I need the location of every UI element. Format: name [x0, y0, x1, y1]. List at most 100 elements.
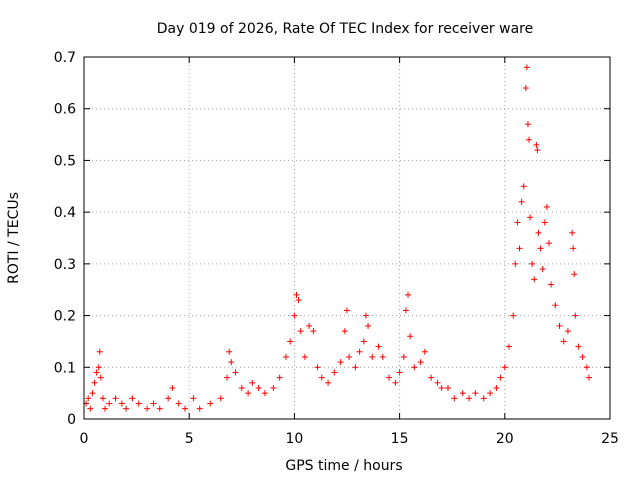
data-point	[548, 281, 555, 288]
data-point	[144, 405, 151, 412]
data-point	[181, 405, 188, 412]
data-point	[344, 307, 350, 314]
data-point	[497, 374, 504, 381]
data-point	[99, 395, 106, 402]
data-point	[522, 85, 529, 92]
data-point	[569, 229, 576, 236]
data-point	[224, 374, 231, 381]
data-point	[537, 245, 544, 252]
data-point	[232, 369, 239, 376]
data-point	[196, 405, 203, 412]
data-point	[226, 348, 233, 355]
x-axis-label: GPS time / hours	[285, 458, 402, 474]
data-point	[135, 400, 142, 407]
data-point	[396, 369, 403, 376]
data-point	[89, 390, 96, 397]
x-tick-label: 5	[185, 431, 194, 447]
y-axis-label: ROTI / TECUs	[6, 192, 22, 284]
y-tick-label: 0.4	[54, 205, 76, 221]
data-point	[466, 395, 473, 402]
data-point	[386, 374, 393, 381]
data-point	[352, 364, 359, 371]
data-point	[411, 364, 418, 371]
data-point	[375, 343, 382, 350]
data-point	[512, 260, 519, 267]
data-point	[261, 390, 268, 397]
data-point	[417, 359, 424, 366]
data-point	[518, 198, 525, 205]
data-point	[524, 121, 531, 128]
data-point	[501, 364, 508, 371]
data-point	[118, 400, 125, 407]
data-point	[535, 229, 542, 236]
data-point	[112, 395, 119, 402]
data-point	[531, 276, 538, 283]
data-point	[428, 374, 435, 381]
data-point	[525, 136, 532, 143]
data-point	[487, 390, 494, 397]
data-point	[560, 338, 567, 345]
data-point	[255, 384, 262, 391]
data-point	[362, 312, 369, 319]
data-point	[493, 384, 500, 391]
data-point	[325, 379, 332, 386]
data-point	[282, 353, 289, 360]
data-point	[585, 374, 592, 381]
data-point	[129, 395, 136, 402]
data-point	[276, 374, 283, 381]
data-point	[228, 359, 235, 366]
x-tick-label: 15	[391, 431, 409, 447]
data-point	[85, 395, 92, 402]
data-point	[533, 141, 540, 148]
data-point	[541, 219, 548, 226]
data-point	[571, 271, 578, 278]
data-point	[301, 353, 308, 360]
data-point	[150, 400, 157, 407]
data-point	[249, 379, 256, 386]
data-point	[534, 147, 541, 154]
data-point	[405, 291, 412, 298]
y-tick-label: 0.1	[54, 360, 76, 376]
data-point	[434, 379, 441, 386]
data-point	[190, 395, 197, 402]
data-point	[520, 183, 527, 190]
y-tick-label: 0.7	[54, 50, 76, 66]
x-tick-label: 10	[285, 431, 303, 447]
data-point	[421, 348, 428, 355]
data-point	[95, 364, 102, 371]
data-point	[480, 395, 487, 402]
data-point	[87, 405, 94, 412]
data-point	[217, 395, 224, 402]
data-point	[472, 390, 479, 397]
plot-frame	[83, 56, 611, 420]
y-tick-label: 0.3	[54, 257, 76, 273]
data-point	[570, 245, 577, 252]
data-point	[175, 400, 182, 407]
data-point	[207, 400, 214, 407]
data-point	[564, 328, 571, 335]
data-point	[516, 245, 523, 252]
data-point	[346, 353, 353, 360]
data-point	[360, 338, 367, 345]
data-point	[444, 384, 451, 391]
data-point	[392, 379, 399, 386]
data-point	[341, 328, 348, 335]
data-point	[575, 343, 582, 350]
data-point	[400, 353, 407, 360]
data-point	[506, 343, 513, 350]
data-point	[238, 384, 245, 391]
axes: 0 5 10 15 20 25 0 0.1 0.2 0.3 0.4 0.5 0.6 0.7	[54, 50, 619, 447]
data-point	[331, 369, 338, 376]
data-point	[451, 395, 458, 402]
data-point	[543, 203, 550, 210]
data-point	[579, 353, 586, 360]
y-tick-label: 0.5	[54, 153, 76, 169]
y-tick-label: 0.6	[54, 102, 76, 118]
data-point	[306, 322, 313, 329]
data-point	[529, 260, 536, 267]
data-point	[314, 364, 321, 371]
x-tick-label: 0	[80, 431, 89, 447]
data-point	[156, 405, 163, 412]
